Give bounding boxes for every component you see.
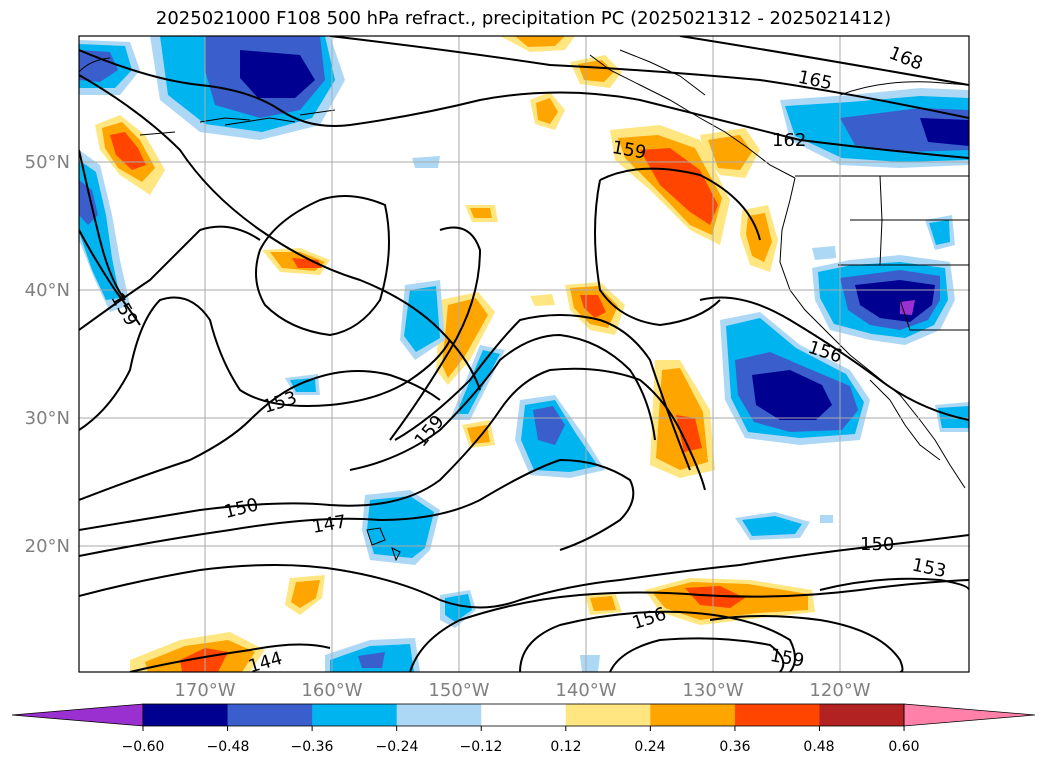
precip-area: [515, 36, 565, 47]
colorbar-tick-label: −0.12: [460, 739, 503, 755]
precip-area: [290, 378, 316, 392]
precip-positive-areas: [95, 36, 815, 672]
precip-area: [752, 370, 832, 420]
precip-area: [291, 580, 320, 608]
refractivity-contours: [79, 36, 969, 672]
precip-area: [367, 496, 434, 558]
colorbar-tick-label: 0.24: [634, 739, 665, 755]
coastlines: [79, 49, 969, 562]
precip-area: [536, 98, 558, 124]
precip-area: [590, 596, 616, 611]
colorbar-tick-label: 0.60: [888, 739, 919, 755]
colorbar-segment: [565, 704, 651, 726]
lon-label: 150°W: [428, 680, 489, 701]
colorbar-segment: [650, 704, 736, 726]
colorbar-segment: [227, 704, 313, 726]
lon-label: 160°W: [301, 680, 362, 701]
colorbar-extend-max: [903, 703, 1036, 727]
figure-title: 2025021000 F108 500 hPa refract., precip…: [155, 8, 892, 29]
lat-label: 40°N: [25, 280, 70, 301]
contour-label: 150: [860, 534, 894, 555]
lat-label: 20°N: [25, 536, 70, 557]
colorbar-tick-label: −0.36: [291, 739, 334, 755]
precip-area: [467, 425, 490, 444]
precip-area: [442, 298, 488, 378]
colorbar-segment: [481, 704, 567, 726]
lon-label: 130°W: [682, 680, 743, 701]
latitude-labels: 50°N 40°N 30°N 20°N: [25, 152, 70, 557]
graticule: [79, 36, 969, 672]
precip-area: [578, 60, 614, 82]
colorbar-segment: [734, 704, 821, 726]
colorbar-tick-label: −0.60: [122, 739, 165, 755]
precip-area: [180, 648, 228, 672]
precip-area: [742, 516, 802, 536]
lon-label: 120°W: [809, 680, 870, 701]
longitude-labels: 170°W 160°W 150°W 140°W 130°W 120°W: [174, 680, 870, 701]
precip-area: [470, 208, 492, 218]
colorbar-tick-label: −0.24: [376, 739, 419, 755]
colorbar-segment: [819, 704, 905, 726]
colorbar-tick-label: 0.48: [803, 739, 834, 755]
lat-label: 30°N: [25, 408, 70, 429]
precip-area: [685, 586, 745, 608]
colorbar-frame: [142, 703, 905, 727]
precip-area: [580, 655, 600, 672]
colorbar-tick-label: −0.48: [207, 739, 250, 755]
precip-area: [292, 258, 322, 268]
precip-area: [404, 286, 440, 352]
precip-area: [533, 406, 565, 445]
precip-area: [812, 246, 836, 260]
colorbar-segment: [396, 704, 482, 726]
precip-area: [640, 148, 718, 225]
precip-area: [530, 294, 555, 306]
precip-area: [676, 415, 702, 452]
precip-area: [920, 118, 969, 146]
precip-area: [240, 50, 315, 98]
colorbar-tick-label: 0.36: [719, 739, 750, 755]
map-frame: [78, 35, 970, 673]
precip-area: [110, 132, 146, 170]
lat-label: 50°N: [25, 152, 70, 173]
colorbar-extend-min: [11, 703, 144, 727]
colorbar-tick-label: 0.12: [550, 739, 581, 755]
precip-area: [929, 220, 950, 245]
precip-area: [820, 515, 833, 523]
lon-label: 170°W: [174, 680, 235, 701]
contour-label: 162: [772, 130, 806, 151]
colorbar: −0.60 −0.48 −0.36 −0.24 −0.12 0.12 0.24 …: [11, 703, 1036, 755]
colorbar-ticks: −0.60 −0.48 −0.36 −0.24 −0.12 0.12 0.24 …: [122, 739, 920, 755]
colorbar-segment: [143, 704, 229, 726]
precip-area: [708, 135, 752, 170]
lon-label: 140°W: [555, 680, 616, 701]
precip-area: [358, 652, 385, 668]
colorbar-segment: [312, 704, 398, 726]
